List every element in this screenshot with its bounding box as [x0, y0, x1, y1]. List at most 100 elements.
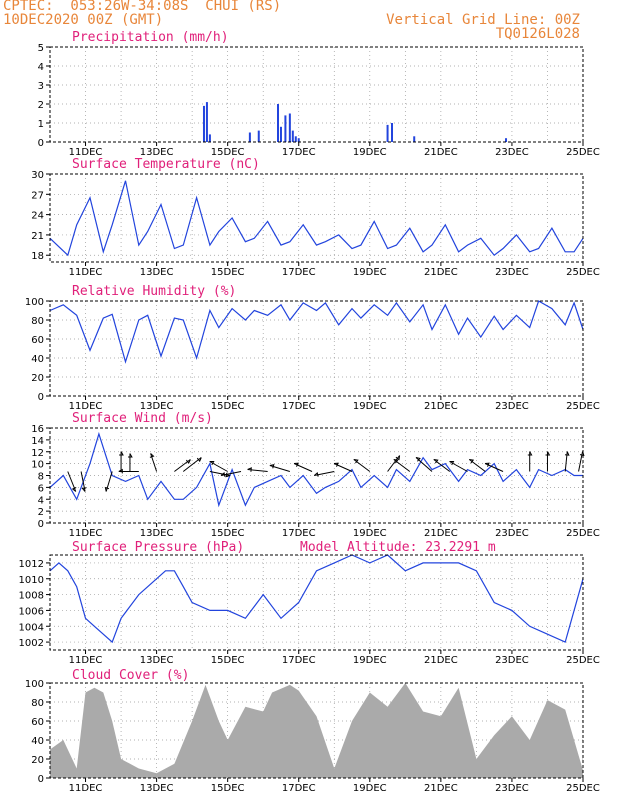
- wind-arrow-head: [269, 464, 275, 469]
- x-tick-label: 17DEC: [282, 783, 316, 794]
- wind-arrow-head: [118, 468, 123, 474]
- wind-arrow: [387, 455, 400, 472]
- y-tick-label: 80: [31, 698, 44, 709]
- y-tick-label: 0: [38, 519, 44, 530]
- y-tick-label: 80: [31, 316, 44, 327]
- wind-arrow-head: [149, 453, 155, 458]
- wind-arrow-head: [564, 451, 570, 456]
- x-tick-label: 11DEC: [69, 528, 103, 539]
- precip-bar: [205, 102, 208, 142]
- y-tick-label: 16: [31, 424, 44, 435]
- x-tick-label: 15DEC: [211, 401, 245, 412]
- y-tick-label: 40: [31, 354, 44, 365]
- wind-arrow-head: [128, 453, 133, 458]
- x-tick-label: 17DEC: [282, 267, 316, 278]
- x-tick-label: 23DEC: [495, 528, 529, 539]
- precip-bar: [277, 104, 280, 142]
- x-tick-label: 11DEC: [69, 267, 103, 278]
- y-tick-label: 0: [38, 392, 44, 403]
- y-tick-label: 20: [31, 373, 44, 384]
- precip-bar: [413, 136, 416, 142]
- wind-arrow-head: [545, 451, 551, 456]
- precip-bar: [279, 126, 282, 142]
- x-tick-label: 17DEC: [282, 528, 316, 539]
- x-tick-label: 19DEC: [353, 783, 387, 794]
- precip-bar: [202, 105, 205, 142]
- y-tick-label: 12: [31, 448, 44, 459]
- y-tick-label: 21: [31, 231, 44, 242]
- x-tick-label: 11DEC: [69, 401, 103, 412]
- x-tick-label: 23DEC: [495, 147, 529, 158]
- panel-3: Relative Humidity (%) 0 20 40 60 80 100 11DEC 13…: [25, 284, 600, 412]
- header-line-2: 10DEC2020 00Z (GMT): [3, 12, 164, 28]
- panel-title: Surface Temperature (nC): [72, 157, 260, 172]
- wind-arrow: [353, 459, 371, 472]
- y-tick-label: 24: [31, 211, 44, 222]
- wind-arrow-head: [71, 487, 77, 492]
- x-tick-label: 15DEC: [211, 783, 245, 794]
- x-tick-label: 19DEC: [353, 655, 387, 666]
- y-tick-label: 27: [31, 190, 44, 201]
- x-tick-label: 21DEC: [424, 267, 458, 278]
- y-tick-label: 14: [31, 436, 44, 447]
- y-tick-label: 2: [38, 100, 44, 111]
- precip-bar: [505, 138, 508, 142]
- panel-frame: [49, 554, 584, 651]
- panel-frame: [49, 173, 584, 263]
- y-tick-label: 1: [38, 119, 44, 130]
- precip-bar: [257, 130, 260, 142]
- y-tick-label: 1006: [19, 606, 44, 617]
- y-tick-label: 60: [31, 335, 44, 346]
- x-tick-label: 17DEC: [282, 655, 316, 666]
- x-tick-label: 11DEC: [69, 783, 103, 794]
- series-line: [49, 554, 584, 644]
- x-tick-label: 13DEC: [140, 401, 174, 412]
- x-tick-label: 19DEC: [353, 147, 387, 158]
- wind-arrow-head: [353, 459, 359, 464]
- y-tick-label: 0: [38, 138, 44, 149]
- panel-title: Surface Wind (m/s): [72, 411, 213, 426]
- precip-bar: [291, 130, 294, 142]
- x-tick-label: 11DEC: [69, 655, 103, 666]
- panel-1: Precipitation (mm/h) 0 1 2 3 4 5 11DEC 13DEC 15DE…: [38, 30, 600, 158]
- x-tick-label: 15DEC: [211, 528, 245, 539]
- y-tick-label: 1008: [19, 591, 44, 602]
- wind-arrow-head: [186, 459, 191, 465]
- wind-arrow: [333, 463, 353, 472]
- wind-arrow-head: [196, 457, 202, 463]
- panel-2: Surface Temperature (nC) 18 21 24 27 30 11DEC 1…: [31, 157, 600, 278]
- y-tick-label: 30: [31, 170, 44, 181]
- x-tick-label: 23DEC: [495, 655, 529, 666]
- precip-bar: [294, 136, 297, 142]
- wind-arrow-head: [527, 451, 533, 456]
- panel-5: Surface Pressure (hPa) Model Altitude: 23…: [19, 540, 600, 666]
- x-tick-label: 13DEC: [140, 267, 174, 278]
- y-tick-label: 1010: [19, 575, 44, 586]
- wind-arrow-head: [433, 459, 439, 464]
- wind-arrow-head: [104, 486, 110, 492]
- wind-arrow: [293, 463, 313, 472]
- x-tick-label: 15DEC: [211, 655, 245, 666]
- precip-bar: [248, 132, 251, 142]
- y-tick-label: 4: [38, 62, 44, 73]
- x-tick-label: 21DEC: [424, 655, 458, 666]
- wind-arrow-head: [485, 462, 490, 467]
- precip-bar: [297, 138, 300, 142]
- y-tick-label: 1002: [19, 638, 44, 649]
- wind-arrow-head: [393, 459, 399, 464]
- wind-arrow-head: [209, 461, 215, 466]
- x-tick-label: 13DEC: [140, 655, 174, 666]
- y-tick-label: 6: [38, 483, 44, 494]
- wind-arrow-head: [469, 459, 475, 464]
- wind-arrow-head: [415, 457, 421, 462]
- y-tick-label: 8: [38, 472, 44, 483]
- wind-arrow-head: [119, 451, 124, 456]
- header-right-2: TQ0126L028: [495, 26, 580, 42]
- x-tick-label: 21DEC: [424, 783, 458, 794]
- y-tick-label: 20: [31, 755, 44, 766]
- x-tick-label: 23DEC: [495, 401, 529, 412]
- y-tick-label: 1012: [19, 559, 44, 570]
- wind-arrow-head: [247, 467, 252, 472]
- x-tick-label: 17DEC: [282, 147, 316, 158]
- panel-frame: [49, 300, 584, 397]
